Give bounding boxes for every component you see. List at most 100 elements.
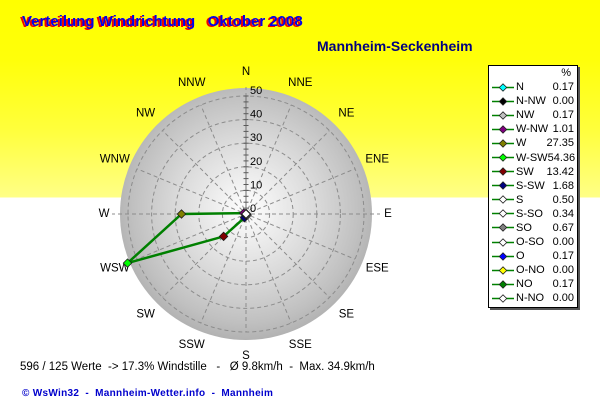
legend-marker-icon bbox=[492, 265, 514, 275]
legend-value: 0.34 bbox=[552, 207, 574, 220]
legend-item-O: O 0.17 bbox=[489, 249, 577, 263]
page-title: Verteilung Windrichtung Oktober 2008 bbox=[22, 13, 303, 30]
legend-value: 1.01 bbox=[552, 123, 574, 136]
legend-label: S bbox=[516, 193, 524, 206]
legend-unit-header: % bbox=[561, 67, 571, 79]
legend-marker-icon bbox=[492, 280, 514, 289]
legend-label: N-NW bbox=[516, 95, 546, 108]
grid-spoke bbox=[247, 104, 292, 210]
legend-value: 0.67 bbox=[552, 221, 574, 234]
legend-value: 13.42 bbox=[546, 165, 574, 178]
legend-label: N bbox=[516, 81, 524, 94]
legend-value: 0.50 bbox=[552, 193, 574, 206]
legend-marker-icon bbox=[492, 294, 514, 303]
legend-value: 0.17 bbox=[552, 278, 574, 291]
axis-tick-label: 0 bbox=[250, 203, 256, 215]
grid-spoke bbox=[200, 218, 245, 324]
compass-label-ESE: ESE bbox=[366, 262, 389, 274]
legend-item-S-SW: S-SW 1.68 bbox=[489, 179, 577, 193]
axis-tick-label: 30 bbox=[250, 132, 262, 144]
legend-item-W-NW: W-NW 1.01 bbox=[489, 122, 577, 136]
legend-value: 0.00 bbox=[552, 264, 574, 277]
legend-box: % N 0.17 N-NW 0.00 NW 0.17 W-NW 1.01 W 27.35 W-SW 5… bbox=[488, 65, 578, 308]
compass-label-NNE: NNE bbox=[288, 77, 313, 89]
axis-tick-label: 50 bbox=[250, 85, 262, 97]
legend-marker-icon bbox=[492, 153, 514, 162]
windrose-chart: 0 10 20 30 40 50N NNW NW WNW W WSW SW SSW S SSE SE ESE E E… bbox=[99, 66, 393, 362]
legend-marker-icon bbox=[492, 110, 514, 120]
legend-item-W: W 27.35 bbox=[489, 136, 577, 150]
legend-item-N-NO: N-NO 0.00 bbox=[489, 291, 577, 305]
legend-label: O-NO bbox=[516, 264, 545, 277]
legend-value: 54.36 bbox=[547, 151, 576, 164]
legend-marker-icon bbox=[492, 181, 514, 190]
legend-label: SO bbox=[516, 221, 532, 234]
compass-label-NE: NE bbox=[338, 108, 354, 120]
grid-spoke bbox=[136, 168, 242, 213]
legend-label: O-SO bbox=[516, 236, 545, 249]
copyright-line: © WsWin32 - Mannheim-Wetter.info - Mannh… bbox=[22, 388, 274, 399]
compass-label-W: W bbox=[99, 208, 110, 220]
compass-label-SE: SE bbox=[339, 308, 355, 320]
legend-label: W bbox=[516, 137, 527, 150]
legend-item-N: N 0.17 bbox=[489, 80, 577, 94]
legend-marker-icon bbox=[492, 195, 514, 205]
marker-N-NO bbox=[241, 209, 251, 219]
legend-item-O-SO: O-SO 0.00 bbox=[489, 235, 577, 249]
legend-value: 1.68 bbox=[552, 179, 574, 192]
status-line: 596 / 125 Werte -> 17.3% Windstille - Ø … bbox=[20, 361, 375, 373]
legend-marker-icon bbox=[492, 237, 514, 247]
legend-item-S-SO: S-SO 0.34 bbox=[489, 207, 577, 221]
legend-value: 0.00 bbox=[552, 95, 574, 108]
grid-spoke bbox=[249, 130, 330, 211]
legend-item-SO: SO 0.67 bbox=[489, 221, 577, 235]
legend-label: W-NW bbox=[516, 123, 549, 136]
marker-W bbox=[176, 209, 187, 219]
compass-label-N: N bbox=[242, 66, 250, 78]
legend-marker-icon bbox=[492, 223, 514, 233]
legend-value: 0.00 bbox=[552, 236, 574, 249]
compass-label-NNW: NNW bbox=[178, 77, 206, 89]
compass-label-SW: SW bbox=[136, 308, 155, 320]
axis-tick-label: 20 bbox=[250, 156, 262, 168]
legend-item-NW: NW 0.17 bbox=[489, 108, 577, 122]
legend-item-SW: SW 13.42 bbox=[489, 165, 577, 179]
legend-item-W-SW: W-SW 54.36 bbox=[489, 150, 577, 164]
legend-marker-icon bbox=[492, 209, 514, 219]
grid-spoke bbox=[247, 218, 292, 324]
station-name: Mannheim-Seckenheim bbox=[317, 38, 473, 54]
compass-label-SSE: SSE bbox=[289, 339, 312, 351]
legend-value: 0.00 bbox=[552, 292, 574, 305]
axis-tick-label: 40 bbox=[250, 109, 262, 121]
legend-marker-icon bbox=[492, 96, 514, 106]
legend-value: 27.35 bbox=[546, 137, 574, 150]
compass-label-ENE: ENE bbox=[365, 154, 389, 166]
legend-item-O-NO: O-NO 0.00 bbox=[489, 263, 577, 277]
legend-item-NO: NO 0.17 bbox=[489, 277, 577, 291]
compass-label-S: S bbox=[242, 350, 250, 362]
legend-marker-icon bbox=[492, 251, 514, 261]
legend-marker-icon bbox=[492, 167, 514, 176]
legend-label: N-NO bbox=[516, 292, 545, 305]
legend-label: SW bbox=[516, 165, 534, 178]
legend-label: S-SW bbox=[516, 179, 545, 192]
legend-marker-icon bbox=[492, 82, 514, 92]
legend-item-S: S 0.50 bbox=[489, 193, 577, 207]
legend-label: W-SW bbox=[516, 151, 548, 164]
legend-label: NW bbox=[516, 109, 535, 122]
legend-value: 0.17 bbox=[552, 109, 574, 122]
grid-spoke bbox=[249, 217, 330, 298]
legend-label: NO bbox=[516, 278, 533, 291]
grid-spoke bbox=[162, 130, 243, 211]
grid-spoke bbox=[250, 215, 356, 260]
grid-spoke bbox=[136, 215, 242, 260]
compass-label-WSW: WSW bbox=[100, 262, 130, 274]
grid-spoke bbox=[200, 104, 245, 210]
legend-item-N-NW: N-NW 0.00 bbox=[489, 94, 577, 108]
legend-rows: N 0.17 N-NW 0.00 NW 0.17 W-NW 1.01 W 27.35 W-SW 54.… bbox=[489, 80, 577, 306]
grid-spoke bbox=[162, 217, 243, 298]
grid-spoke bbox=[250, 168, 356, 213]
legend-marker-icon bbox=[492, 125, 514, 134]
legend-value: 0.17 bbox=[552, 250, 574, 263]
compass-label-NW: NW bbox=[136, 108, 155, 120]
